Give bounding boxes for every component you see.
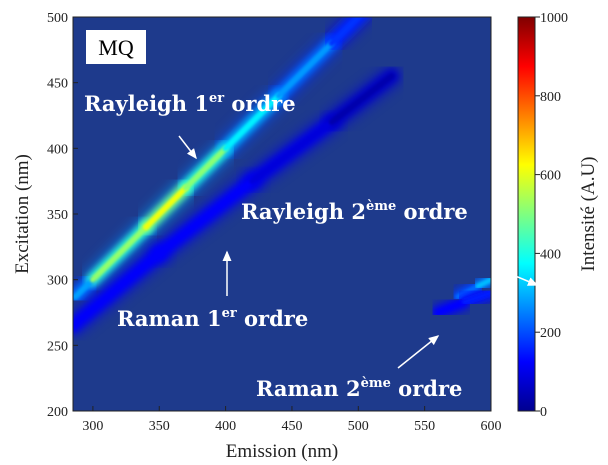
- panel-label: MQ: [98, 35, 134, 60]
- emission-bands: [73, 17, 491, 337]
- colorbar-tick-label: 400: [540, 247, 561, 262]
- band-1-segment: [328, 73, 395, 126]
- colorbar-tick-label: 1000: [540, 11, 568, 26]
- band-1: [73, 65, 403, 337]
- colorbar-tick-label: 200: [540, 326, 561, 341]
- y-tick-label: 250: [47, 339, 68, 354]
- annotation-rayleigh-2-text: Rayleigh 2ème ordre: [241, 199, 468, 224]
- band-3-segment: [462, 290, 491, 305]
- colorbar-ticks: 0 200 400 600 800 1000: [535, 11, 568, 420]
- band-0-segment: [89, 224, 149, 283]
- colorbar-title: Intensité (A.U): [578, 156, 599, 271]
- y-axis-title: Excitation (nm): [12, 154, 33, 274]
- y-tick-label: 500: [47, 11, 68, 26]
- band-0-segment: [182, 145, 229, 191]
- colorbar-tick-label: 600: [540, 169, 561, 184]
- y-tick-label: 400: [47, 142, 68, 157]
- colorbar-tick-label: 800: [540, 90, 561, 105]
- arrow-rayleigh-2: [495, 267, 539, 286]
- x-tick-label: 550: [414, 419, 435, 434]
- x-axis-ticks: 300 350 400 450 500 550 600: [82, 406, 502, 434]
- annotation-rayleigh-1-text: Rayleigh 1er ordre: [84, 91, 296, 116]
- panel-label-box: [86, 30, 146, 64]
- x-axis-title: Emission (nm): [226, 441, 338, 462]
- band-0-segment: [222, 92, 282, 152]
- annotation-rayleigh-2: Rayleigh 2ème ordre: [241, 199, 539, 286]
- y-axis-ticks: 200 250 300 350 400 450 500: [47, 11, 78, 420]
- band-0-segment: [142, 184, 189, 231]
- arrow-rayleigh-1: [178, 135, 197, 160]
- y-tick-label: 300: [47, 274, 68, 289]
- y-tick-label: 450: [47, 77, 68, 92]
- colorbar-tick-label: 0: [540, 405, 547, 420]
- x-tick-label: 400: [215, 419, 236, 434]
- band-0-segment: [328, 17, 363, 47]
- arrow-raman-2: [397, 335, 440, 369]
- x-tick-label: 500: [348, 419, 369, 434]
- annotation-raman-2-text: Raman 2ème ordre: [256, 376, 462, 401]
- band-1-segment: [73, 250, 163, 329]
- band-1-segment: [156, 178, 256, 257]
- x-tick-label: 450: [281, 419, 302, 434]
- annotation-raman-1-text: Raman 1er ordre: [117, 306, 308, 331]
- x-tick-label: 600: [481, 419, 502, 434]
- colorbar: [517, 16, 536, 412]
- annotation-rayleigh-1: Rayleigh 1er ordre: [84, 91, 296, 160]
- band-2-segment: [475, 277, 491, 289]
- y-tick-label: 350: [47, 208, 68, 223]
- band-0-segment: [73, 276, 96, 300]
- x-tick-label: 350: [149, 419, 170, 434]
- band-1-segment: [249, 119, 335, 185]
- annotation-raman-2: Raman 2ème ordre: [256, 335, 462, 401]
- annotation-raman-1: Raman 1er ordre: [117, 250, 308, 331]
- band-3: [429, 283, 491, 322]
- band-0-segment: [275, 40, 335, 99]
- x-tick-label: 300: [82, 419, 103, 434]
- y-tick-label: 200: [47, 405, 68, 420]
- band-0: [73, 17, 374, 308]
- band-3-segment: [435, 299, 467, 315]
